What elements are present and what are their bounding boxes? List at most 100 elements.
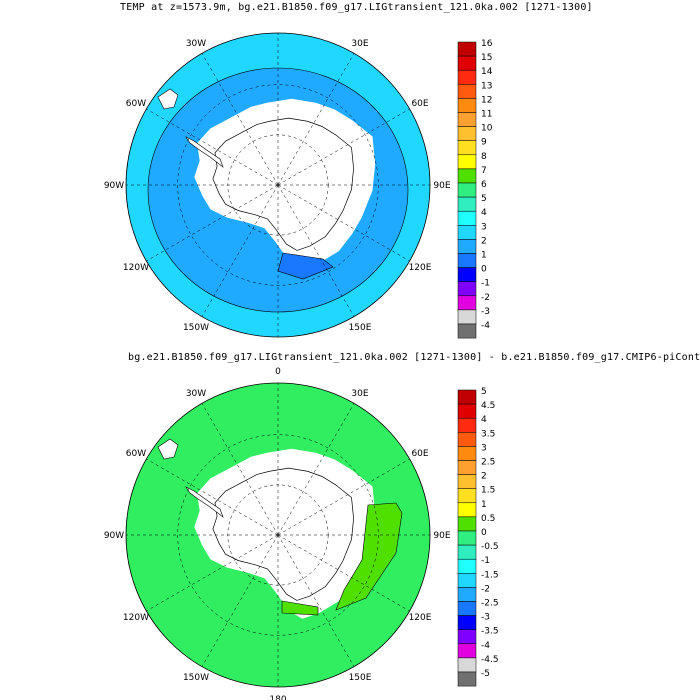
colorbar-label: -0.5: [481, 542, 499, 552]
colorbar-swatch: [457, 281, 477, 297]
colorbar-label: 3: [481, 222, 487, 232]
colorbar-swatch: [457, 587, 477, 602]
longitude-label: 60W: [126, 449, 146, 459]
colorbar-swatch: [457, 323, 477, 339]
colorbar-label: 1: [481, 251, 487, 261]
meridian-line: [146, 108, 279, 186]
anomaly-patch-east: [335, 502, 403, 611]
colorbar-swatch: [457, 253, 477, 268]
colorbar-label: 2: [481, 236, 487, 246]
colorbar-label: 1.5: [481, 486, 495, 496]
colorbar-label: 5: [481, 387, 487, 397]
south-america-tip: [157, 88, 179, 110]
colorbar-swatch: [457, 460, 477, 475]
colorbar-swatch: [457, 629, 477, 645]
colorbar-label: 4.5: [481, 401, 495, 411]
colorbar-swatch: [457, 558, 477, 574]
colorbar-label: 0.5: [481, 514, 495, 524]
longitude-label: 30W: [186, 39, 206, 49]
panel2-map: 0 30E 60E 90E 120E 150E 180 150W 120W 90W 60W 30W 5 4…: [104, 367, 499, 700]
colorbar-swatch: [457, 295, 477, 311]
colorbar-label: 10: [481, 124, 493, 134]
colorbar-swatch: [457, 196, 477, 212]
meridian-line: [146, 458, 279, 536]
colorbar-label: 14: [481, 67, 493, 77]
longitude-label: 90W: [104, 531, 124, 541]
colorbar-swatch: [457, 516, 477, 532]
colorbar-swatch: [457, 210, 477, 226]
colorbar-label: -2: [481, 584, 490, 594]
colorbar-label: -4.5: [481, 655, 499, 665]
colorbar-swatch: [457, 267, 477, 282]
colorbar-label: 13: [481, 81, 492, 91]
colorbar: 5 4.5 4 3.5 3 2.5 2 1.5 1 0.5 0 -0.5 -1 -1.5 -2 -2.5 -3 -…: [457, 387, 499, 687]
meridian-line: [201, 403, 279, 536]
colorbar-label: -1: [481, 279, 490, 289]
meridian-line: [277, 403, 355, 536]
colorbar-label: -1: [481, 556, 490, 566]
colorbar-label: 0: [481, 265, 487, 275]
colorbar-label: 11: [481, 110, 492, 120]
longitude-label: 60E: [411, 449, 428, 459]
longitude-label: 30W: [186, 389, 206, 399]
antarctic-peninsula: [185, 136, 224, 168]
colorbar-swatch: [457, 112, 477, 127]
colorbar-label: 12: [481, 95, 492, 105]
panel1-title: TEMP at z=1573.9m, bg.e21.B1850.f09_g17.…: [120, 2, 593, 13]
longitude-label: 90E: [433, 531, 450, 541]
longitude-label: 150W: [183, 673, 209, 683]
polar-map-group: 0 30E 60E 90E 120E 150E 180 150W 120W 90W 60W 30W: [104, 367, 451, 700]
colorbar-label: 4: [481, 415, 487, 425]
longitude-label: 180: [269, 695, 286, 700]
colorbar-swatch: [457, 544, 477, 560]
colorbar-label: 2: [481, 472, 487, 482]
meridian-line: [277, 534, 410, 612]
colorbar-swatch: [457, 432, 477, 447]
colorbar-swatch: [457, 69, 477, 85]
colorbar-swatch: [457, 55, 477, 71]
colorbar-swatch: [457, 182, 477, 198]
colorbar-swatch: [457, 225, 477, 240]
colorbar-swatch: [457, 446, 477, 461]
colorbar-label: 1: [481, 500, 487, 510]
colorbar-label: 7: [481, 166, 487, 176]
colorbar-label: 9: [481, 138, 487, 148]
colorbar-label: -4: [481, 641, 490, 651]
colorbar-label: -4: [481, 321, 490, 331]
colorbar-label: -3: [481, 307, 490, 317]
longitude-label: 150E: [349, 323, 372, 333]
colorbar-swatch: [457, 657, 477, 673]
meridian-line: [277, 534, 355, 667]
meridian-line: [146, 534, 279, 612]
colorbar-label: 3: [481, 443, 487, 453]
colorbar-swatch: [457, 417, 477, 433]
colorbar-label: 5: [481, 194, 487, 204]
colorbar-label: 15: [481, 53, 492, 63]
meridian-line: [201, 184, 279, 317]
longitude-label: 150E: [349, 673, 372, 683]
colorbar-label: -3: [481, 613, 490, 623]
colorbar-swatch: [457, 389, 477, 405]
longitude-label: 120E: [409, 263, 432, 273]
latitude-circle: [177, 434, 379, 636]
colorbar-swatch: [457, 530, 477, 546]
colorbar-swatch: [457, 573, 477, 588]
colorbar-label: 6: [481, 180, 487, 190]
colorbar-label: 16: [481, 39, 493, 49]
longitude-label: 120W: [123, 613, 149, 623]
longitude-label: 30E: [351, 389, 368, 399]
meridian-line: [201, 534, 279, 667]
colorbar-swatch: [457, 168, 477, 184]
colorbar-swatch: [457, 126, 477, 141]
colorbar-swatch: [457, 309, 477, 325]
meridian-line: [277, 458, 410, 536]
colorbar-swatch: [457, 41, 477, 57]
colorbar-swatch: [457, 98, 477, 113]
longitude-label: 90W: [104, 181, 124, 191]
colorbar-swatch: [457, 239, 477, 254]
panel1-map: 30E 60E 90E 120E 150E 1 8 0 150W 120W 90W 60W 30W 16 1…: [104, 32, 493, 339]
colorbar-swatch: [457, 502, 477, 518]
meridian-line: [277, 53, 355, 186]
longitude-label: 120W: [123, 263, 149, 273]
